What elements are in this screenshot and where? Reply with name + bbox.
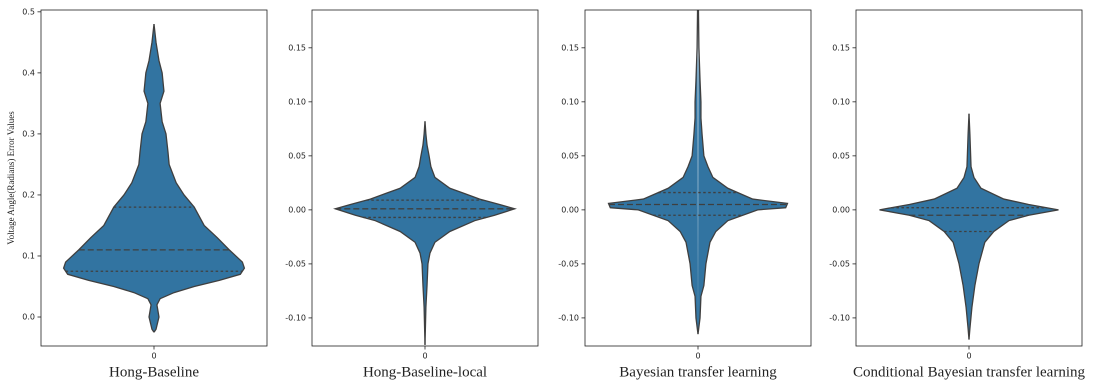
y-tick-label: 0.15 (832, 43, 850, 52)
violin-outline (153, 23, 246, 333)
violin-body (608, 10, 698, 335)
violin-body (969, 113, 1059, 340)
x-axis-label: Hong-Baseline-local (363, 364, 487, 380)
y-tick-label: 0.05 (832, 151, 850, 160)
violin-body (698, 10, 788, 335)
y-tick-label: -0.10 (558, 313, 579, 322)
violin-outline (607, 10, 699, 335)
x-axis-label: Conditional Bayesian transfer learning (853, 364, 1086, 380)
y-tick-label: 0.5 (22, 7, 35, 16)
x-tick-label: 0 (695, 352, 700, 361)
axes-frame (311, 9, 539, 347)
y-tick-label: 0.10 (288, 97, 306, 106)
y-tick-label: -0.05 (558, 259, 579, 268)
y-tick-label: 0.10 (561, 97, 579, 106)
y-tick-label: 0.3 (22, 129, 35, 138)
y-axis-label: Voltage Angle(Radians) Error Values (6, 111, 16, 245)
y-tick-label: 0.05 (288, 151, 306, 160)
violin-outline (62, 23, 155, 333)
y-tick-label: -0.10 (285, 313, 306, 322)
y-tick-label: 0.4 (22, 68, 35, 77)
y-tick-label: 0.1 (22, 251, 35, 260)
y-tick-label: 0.00 (288, 205, 306, 214)
violin-body (425, 121, 515, 345)
violin-body (154, 24, 245, 333)
violin-body (879, 113, 969, 340)
violin-body (63, 24, 154, 333)
x-tick-label: 0 (151, 352, 156, 361)
y-tick-label: -0.05 (829, 259, 850, 268)
y-tick-label: 0.0 (22, 313, 35, 322)
x-tick-label: 0 (422, 352, 427, 361)
x-axis-label: Hong-Baseline (109, 364, 199, 380)
axes-frame (855, 9, 1083, 347)
y-tick-label: -0.05 (285, 259, 306, 268)
x-axis-label: Bayesian transfer learning (619, 364, 777, 380)
y-tick-label: 0.2 (22, 190, 35, 199)
violin-outline (697, 10, 789, 335)
y-tick-label: 0.00 (561, 205, 579, 214)
y-tick-label: 0.00 (832, 205, 850, 214)
axes-frame (584, 9, 812, 347)
y-tick-label: -0.10 (829, 313, 850, 322)
violin-body (335, 121, 425, 345)
y-tick-label: 0.15 (561, 43, 579, 52)
violin-outline (424, 121, 517, 345)
x-tick-label: 0 (966, 352, 971, 361)
axes-frame (40, 9, 268, 347)
y-tick-label: 0.15 (288, 43, 306, 52)
y-tick-label: 0.10 (832, 97, 850, 106)
violin-outline (333, 121, 426, 345)
y-tick-label: 0.05 (561, 151, 579, 160)
